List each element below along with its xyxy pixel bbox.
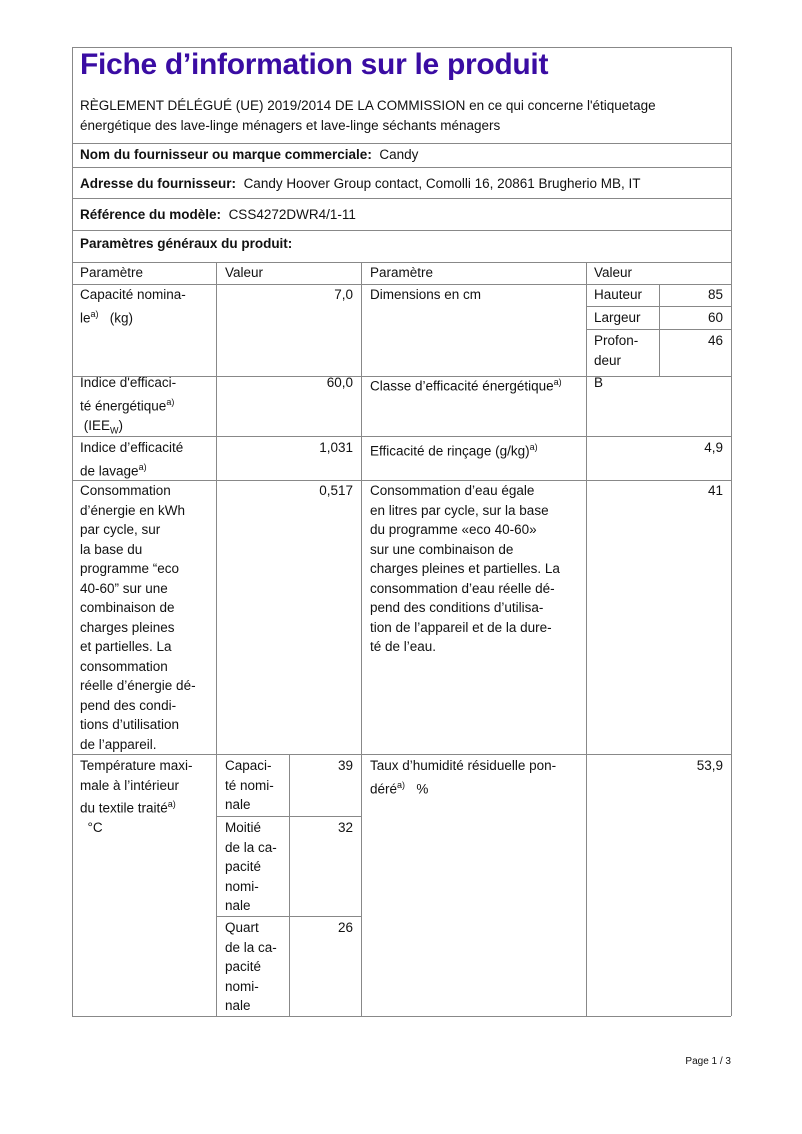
energy-consumption-value: 0,517 bbox=[319, 483, 353, 498]
height-label: Hauteur bbox=[594, 287, 643, 302]
width-label: Largeur bbox=[594, 310, 641, 325]
header-value-2: Valeur bbox=[594, 265, 633, 280]
header-value-1: Valeur bbox=[225, 265, 264, 280]
energy-class-label: Classe d’efficacité énergétiquea) bbox=[370, 377, 562, 394]
header-param-1: Paramètre bbox=[80, 265, 144, 280]
width-value: 60 bbox=[707, 310, 723, 325]
general-params-heading: Paramètres généraux du produit: bbox=[80, 236, 293, 251]
dimensions-label: Dimensions en cm bbox=[370, 287, 482, 302]
energy-consumption-label: Consommation d’énergie en kWh par cycle,… bbox=[80, 483, 196, 752]
temperature-label: Température maxi- male à l’intérieur du … bbox=[80, 758, 193, 835]
temp-half-value: 32 bbox=[337, 820, 353, 835]
address-value: Candy Hoover Group contact, Comolli 16, … bbox=[243, 176, 641, 191]
energy-class-value: B bbox=[594, 375, 604, 390]
supplier-value: Candy bbox=[379, 147, 419, 162]
supplier-name: Nom du fournisseur ou marque commerciale… bbox=[80, 145, 418, 165]
humidity-value: 53,9 bbox=[696, 758, 723, 773]
iee-value: 60,0 bbox=[326, 375, 353, 390]
temp-quarter-value: 26 bbox=[337, 920, 353, 935]
regulation-text: RÈGLEMENT DÉLÉGUÉ (UE) 2019/2014 DE LA C… bbox=[80, 98, 656, 133]
depth-value: 46 bbox=[707, 333, 723, 348]
washing-index-value: 1,031 bbox=[319, 440, 353, 455]
temp-rated-label: Capaci- té nomi- nale bbox=[225, 758, 274, 812]
height-value: 85 bbox=[707, 287, 723, 302]
model-value: CSS4272DWR4/1-11 bbox=[228, 207, 356, 222]
humidity-label: Taux d’humidité résiduelle pon- déréa) % bbox=[370, 758, 557, 796]
supplier-label: Nom du fournisseur ou marque commerciale… bbox=[80, 147, 372, 162]
address-label: Adresse du fournisseur: bbox=[80, 176, 237, 191]
capacity-label: Capacité nomina- lea) (kg) bbox=[80, 287, 186, 325]
temp-quarter-label: Quart de la ca- pacité nomi- nale bbox=[225, 920, 277, 1013]
depth-label: Profon- deur bbox=[594, 333, 639, 368]
header-param-2: Paramètre bbox=[370, 265, 434, 280]
capacity-value: 7,0 bbox=[334, 287, 353, 302]
washing-index-label: Indice d’efficacité de lavagea) bbox=[80, 440, 184, 478]
water-consumption-value: 41 bbox=[707, 483, 723, 498]
supplier-address: Adresse du fournisseur: Candy Hoover Gro… bbox=[80, 174, 641, 194]
temp-rated-value: 39 bbox=[337, 758, 353, 773]
iee-label: Indice d'efficaci- té énergétiquea) (IEE… bbox=[80, 375, 177, 436]
model-label: Référence du modèle: bbox=[80, 207, 222, 222]
rinsing-label: Efficacité de rinçage (g/kg)a) bbox=[370, 442, 538, 459]
page-number: Page 1 / 3 bbox=[685, 1056, 731, 1067]
temp-half-label: Moitié de la ca- pacité nomi- nale bbox=[225, 820, 277, 913]
page-title: Fiche d’information sur le produit bbox=[80, 48, 549, 81]
model-reference: Référence du modèle: CSS4272DWR4/1-11 bbox=[80, 205, 356, 225]
rinsing-value: 4,9 bbox=[704, 440, 723, 455]
water-consumption-label: Consommation d’eau égale en litres par c… bbox=[370, 483, 560, 654]
